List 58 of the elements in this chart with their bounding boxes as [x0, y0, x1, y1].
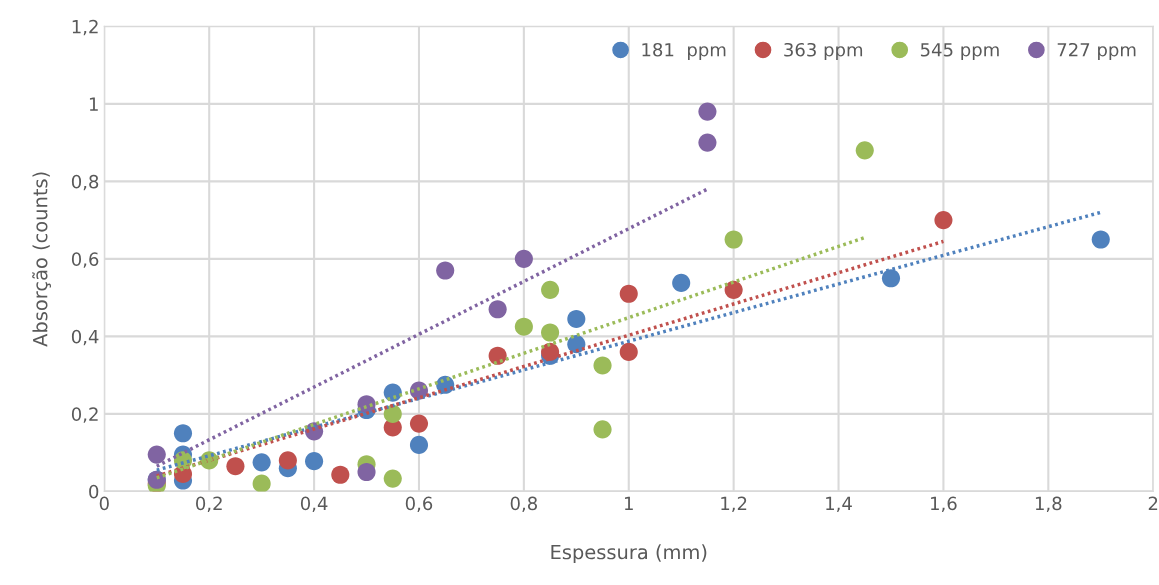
x-tick-label: 1 [625, 496, 633, 510]
point [383, 469, 402, 488]
y-tick-label: 0,8 [71, 174, 99, 191]
y-tick-label: 0,6 [71, 252, 99, 268]
x-tick-label: 1,8 [1035, 496, 1062, 513]
x-tick-label: 1,4 [826, 496, 852, 513]
point [567, 309, 586, 328]
point [541, 323, 560, 342]
point [619, 342, 638, 361]
x-tick-label: 1,2 [721, 496, 747, 513]
x-tick-label: 0 [99, 496, 109, 511]
point [436, 261, 455, 280]
point [724, 230, 743, 249]
point [409, 435, 429, 454]
point [593, 420, 612, 439]
point [383, 404, 402, 423]
point [698, 133, 717, 152]
point [488, 346, 507, 365]
point [409, 414, 429, 433]
legend-label: 727 ppm [1057, 42, 1136, 61]
point [514, 249, 533, 268]
point [173, 424, 193, 443]
point [331, 465, 350, 484]
point [147, 445, 166, 464]
point [357, 462, 376, 482]
point [514, 317, 533, 336]
point [252, 474, 271, 492]
y-tick-label: 0,4 [71, 329, 99, 346]
legend-label: 363 ppm [784, 42, 863, 61]
x-tick-label: 1,6 [931, 496, 957, 513]
point [305, 452, 324, 471]
point [672, 273, 691, 292]
point [698, 102, 717, 121]
x-tick-label: 0,8 [510, 496, 537, 513]
point [855, 141, 874, 160]
y-tick-label: 1,2 [72, 19, 98, 36]
x-tick-label: 0,4 [300, 496, 328, 513]
x-tick-label: 2 [1148, 496, 1158, 510]
point [252, 453, 271, 472]
point [619, 284, 638, 303]
legend-label: 545 ppm [920, 43, 999, 61]
point [593, 356, 612, 375]
point [226, 457, 245, 476]
point [278, 451, 297, 470]
point [541, 280, 560, 299]
legend-label: 181 ppm [642, 42, 726, 61]
x-tick-label: 0,2 [196, 496, 222, 513]
x-tick-label: 0,6 [405, 496, 433, 513]
y-axis-title: Absorção (counts) [32, 172, 51, 347]
point [934, 211, 953, 230]
point [488, 300, 507, 319]
y-tick-label: 1 [89, 97, 98, 111]
y-tick-label: 0,2 [71, 407, 98, 423]
point [1091, 230, 1110, 249]
point [724, 280, 743, 299]
x-axis-title: Espessura (mm) [551, 544, 707, 564]
y-tick-label: 0 [89, 484, 99, 499]
point [881, 269, 901, 288]
